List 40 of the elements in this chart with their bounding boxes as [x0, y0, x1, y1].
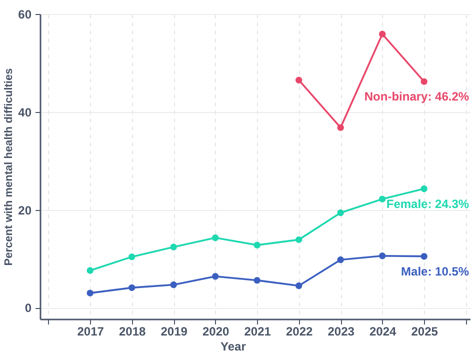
y-tick-label: 60: [18, 8, 32, 22]
annotation: Female: 24.3%: [386, 196, 470, 211]
y-tick-label: 20: [18, 203, 32, 218]
point: [254, 242, 260, 248]
point: [86, 290, 94, 296]
point: [128, 284, 136, 292]
point: [420, 185, 428, 192]
point: [420, 78, 428, 85]
x-tick-label: 2022: [286, 324, 314, 338]
point: [170, 244, 177, 250]
point: [420, 252, 428, 260]
point: [212, 234, 219, 242]
point: [337, 209, 344, 216]
point: [86, 267, 94, 274]
x-tick-label: 2018: [118, 324, 146, 338]
x-tick-label: 2019: [160, 324, 188, 338]
y-tick-label: 40: [18, 105, 32, 120]
point: [337, 124, 344, 131]
y-tick-label: 0: [24, 301, 32, 316]
x-tick-label: 2021: [244, 324, 272, 338]
point: [170, 281, 177, 288]
point: [295, 236, 302, 244]
point: [378, 252, 386, 260]
x-tick-label: 2023: [328, 324, 355, 338]
annotation: Non-binary: 46.2%: [364, 90, 470, 104]
point: [337, 256, 344, 264]
x-tick-label: 2020: [202, 324, 230, 338]
point: [254, 276, 260, 284]
x-tick-label: 2025: [411, 324, 438, 338]
y-axis-title: Percent with mental health difficulties: [3, 68, 16, 266]
point: [295, 282, 302, 290]
x-tick-label: 2017: [77, 324, 104, 338]
point: [378, 30, 386, 38]
point: [378, 196, 386, 202]
x-axis-title: Year: [220, 340, 246, 354]
annotation: Male: 10.5%: [401, 264, 470, 278]
point: [128, 253, 136, 260]
point: [295, 76, 302, 84]
point: [212, 273, 219, 280]
x-tick-label: 2024: [369, 324, 396, 338]
